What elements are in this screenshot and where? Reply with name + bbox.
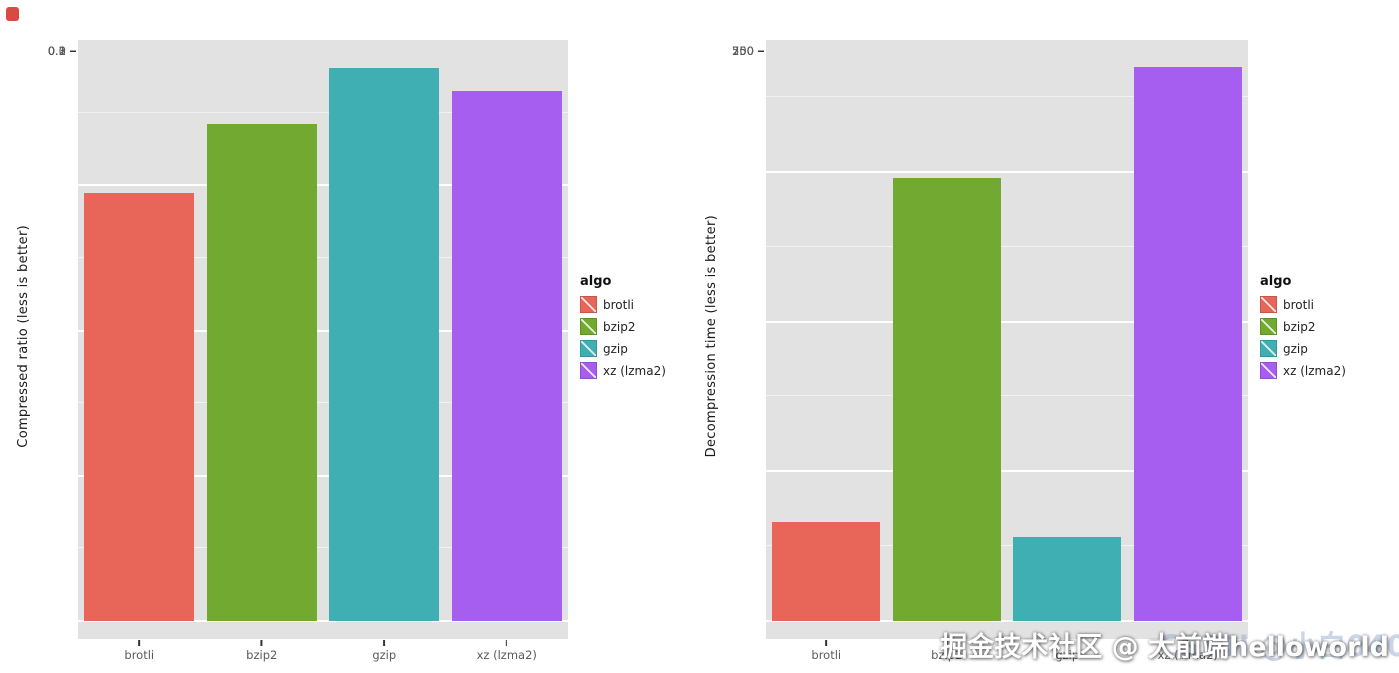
- y-axis-ticks: 0.0 0.1 0.2 0.3: [36, 40, 78, 639]
- chart-plot-region: 0 250 500 750: [724, 40, 1248, 639]
- legend-label: xz (lzma2): [603, 363, 666, 378]
- legend-title: algo: [1260, 274, 1292, 289]
- legend-entries: brotli bzip2 gzip xz (lzma2): [580, 296, 668, 379]
- gridline-minor: [78, 111, 568, 113]
- y-axis-ticks: 0 250 500 750: [724, 40, 766, 639]
- gridline-major: [78, 329, 568, 332]
- legend-swatch: [1260, 340, 1277, 357]
- legend-swatch: [1260, 318, 1277, 335]
- legend-entry: brotli: [580, 296, 668, 313]
- y-axis-title-column: Compressed ratio (less is better): [10, 0, 36, 673]
- gridline-minor: [766, 95, 1248, 97]
- gridline-major: [78, 620, 568, 622]
- legend-label: gzip: [1283, 341, 1308, 356]
- x-tick-label: brotli: [811, 640, 842, 662]
- x-tick-label: bzip2: [931, 640, 963, 662]
- legend-swatch: [1260, 362, 1277, 379]
- legend-entry: bzip2: [580, 318, 668, 335]
- gridline-major: [766, 470, 1248, 473]
- gridline-major: [766, 320, 1248, 323]
- y-tick-label: 0.3: [47, 43, 77, 58]
- legend-label: brotli: [603, 297, 635, 312]
- bar-bzip2: [206, 124, 317, 621]
- x-axis-ticks: brotli bzip2 gzip xz (lzma2): [766, 639, 1248, 673]
- x-axis-ticks: brotli bzip2 gzip xz (lzma2): [78, 639, 568, 673]
- bar-brotli: [772, 522, 881, 621]
- gridline-minor: [78, 547, 568, 549]
- plot-panel: [78, 40, 568, 639]
- gridline-minor: [78, 256, 568, 258]
- legend-swatch: [580, 318, 597, 335]
- legend-title: algo: [580, 274, 612, 289]
- bar-bzip2: [892, 177, 1001, 621]
- y-tick-label: 750: [732, 43, 764, 58]
- bar-xz (lzma2): [451, 90, 562, 621]
- legend-swatch: [580, 362, 597, 379]
- gridline-minor: [766, 545, 1248, 547]
- legend-entry: gzip: [1260, 340, 1348, 357]
- y-axis-title: Decompression time (less is better): [703, 215, 719, 458]
- gridline-minor: [78, 402, 568, 404]
- legend-swatch: [580, 296, 597, 313]
- y-axis-title: Compressed ratio (less is better): [15, 225, 31, 448]
- legend-entry: bzip2: [1260, 318, 1348, 335]
- legend-label: bzip2: [1283, 319, 1316, 334]
- bar-gzip: [329, 67, 440, 621]
- legend-entry: xz (lzma2): [580, 362, 668, 379]
- chart-plot-region: 0.0 0.1 0.2 0.3: [36, 40, 568, 639]
- bar-gzip: [1013, 537, 1122, 621]
- gridline-major: [78, 184, 568, 187]
- x-tick-label: brotli: [124, 640, 155, 662]
- bar-xz (lzma2): [1133, 66, 1242, 621]
- x-tick-label: gzip: [372, 640, 397, 662]
- chart-body: 0.0 0.1 0.2 0.3 brotli bzip2 gzip xz (lzma2): [36, 0, 568, 673]
- x-tick-label: gzip: [1055, 640, 1080, 662]
- x-tick-label: xz (lzma2): [476, 640, 537, 662]
- watermark-primary: 掘金技术社区 @ 大前端helloworld: [940, 632, 1389, 663]
- y-axis-title-column: Decompression time (less is better): [698, 0, 724, 673]
- chart-decompression-time: Decompression time (less is better) 0 250…: [698, 0, 1348, 673]
- legend-swatch: [1260, 296, 1277, 313]
- gridline-major: [766, 620, 1248, 622]
- bar-brotli: [84, 192, 195, 621]
- chart-compressed-ratio: Compressed ratio (less is better) 0.0 0.1…: [10, 0, 668, 673]
- gridline-major: [766, 170, 1248, 173]
- gridline-minor: [766, 395, 1248, 397]
- x-tick-label: xz (lzma2): [1157, 640, 1218, 662]
- legend-label: bzip2: [603, 319, 636, 334]
- watermark-artifact: [6, 7, 19, 21]
- legend-label: brotli: [1283, 297, 1315, 312]
- chart-body: 0 250 500 750 brotli bzip2 gzip xz (lzma2): [724, 0, 1248, 673]
- legend-entry: xz (lzma2): [1260, 362, 1348, 379]
- legend-entries: brotli bzip2 gzip xz (lzma2): [1260, 296, 1348, 379]
- legend: algo brotli bzip2 gzip xz (lzma2): [1248, 274, 1348, 379]
- watermark-secondary: CSDN @小白0402: [1158, 629, 1399, 663]
- gridline-minor: [766, 245, 1248, 247]
- x-tick-label: bzip2: [246, 640, 278, 662]
- legend-entry: brotli: [1260, 296, 1348, 313]
- gridline-major: [78, 474, 568, 477]
- legend-label: xz (lzma2): [1283, 363, 1346, 378]
- legend: algo brotli bzip2 gzip xz (lzma2): [568, 274, 668, 379]
- legend-swatch: [580, 340, 597, 357]
- legend-label: gzip: [603, 341, 628, 356]
- legend-entry: gzip: [580, 340, 668, 357]
- plot-panel: [766, 40, 1248, 639]
